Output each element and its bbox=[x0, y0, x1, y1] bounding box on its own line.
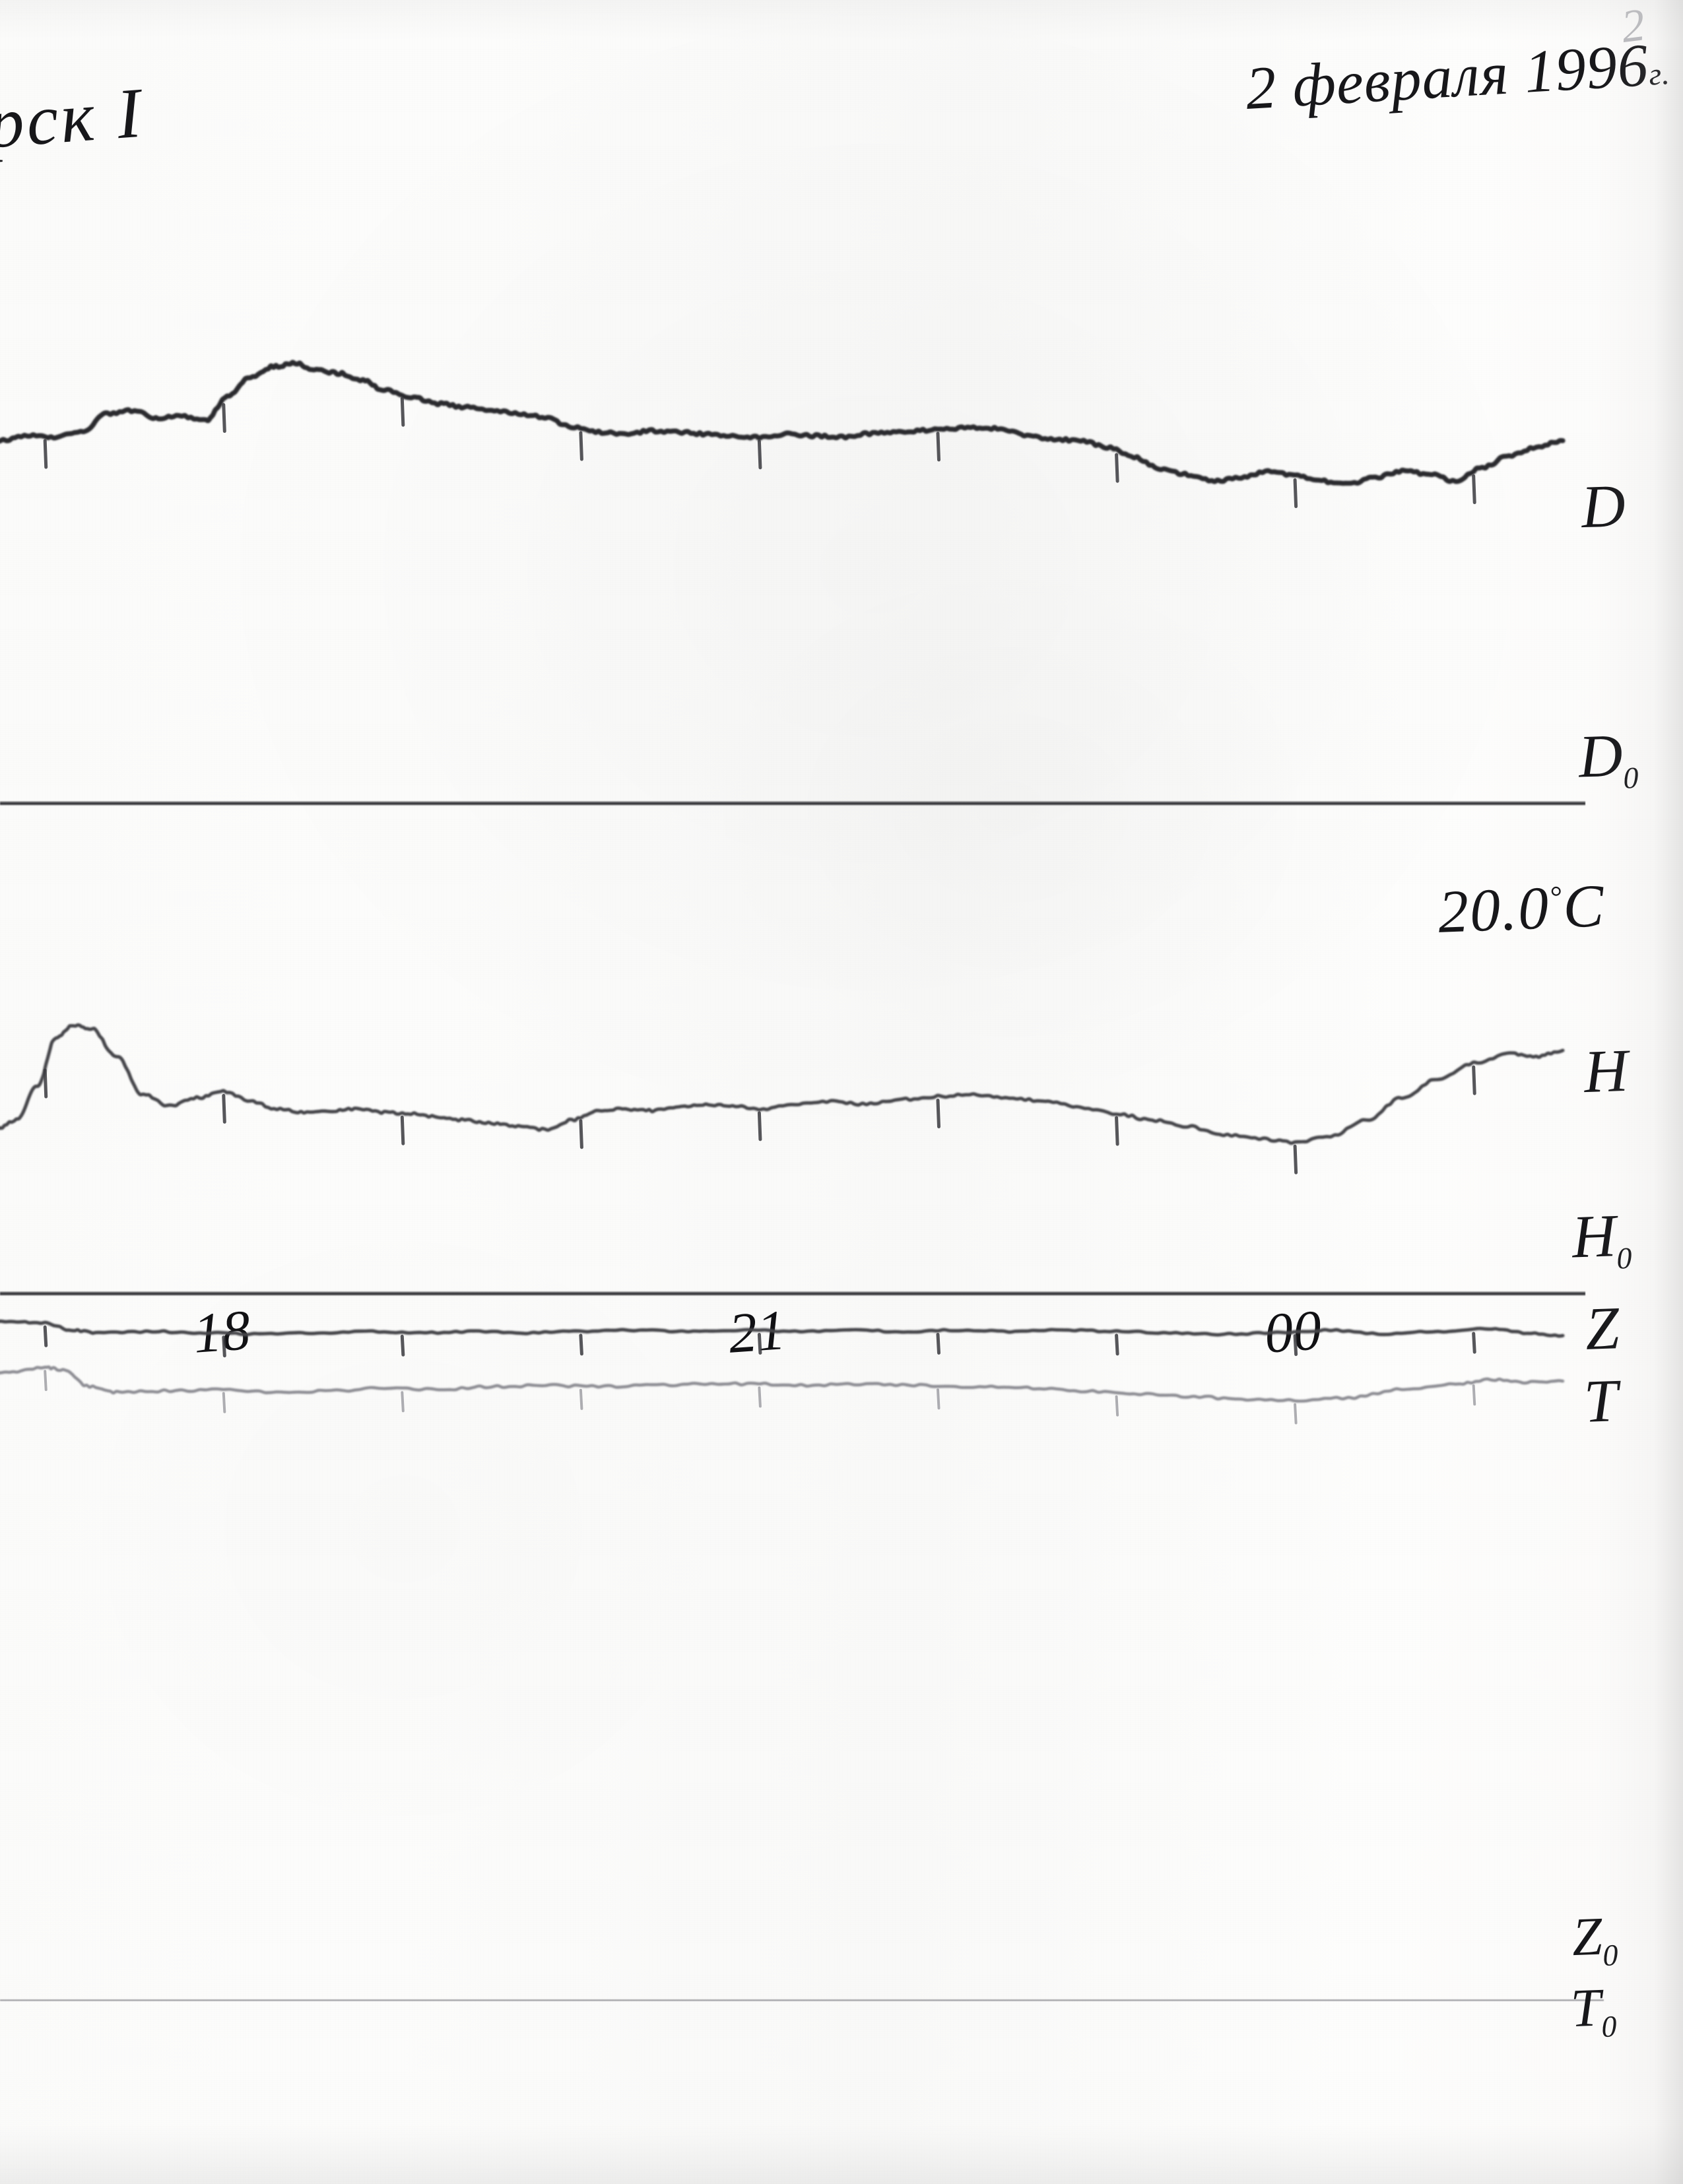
hour-tick-t-25 bbox=[1472, 1384, 1476, 1406]
hour-tick-t-24 bbox=[1294, 1403, 1298, 1425]
hour-tick-d-19 bbox=[400, 397, 405, 427]
temperature-annotation: 20.0°C bbox=[1437, 872, 1606, 946]
hour-tick-d-20 bbox=[579, 431, 583, 461]
hour-tick-h-24 bbox=[1293, 1144, 1298, 1174]
hour-tick-h-22 bbox=[936, 1099, 940, 1129]
hour-tick-d-24 bbox=[1293, 478, 1298, 508]
trace-path-t bbox=[0, 1365, 1565, 1403]
hour-tick-t-23 bbox=[1115, 1395, 1119, 1417]
hour-tick-d-22 bbox=[936, 432, 940, 462]
hour-tick-h-18 bbox=[222, 1093, 226, 1124]
baseline-z0-t0 bbox=[0, 1999, 1604, 2001]
station-title: рск I bbox=[0, 73, 147, 164]
hour-tick-h-19 bbox=[400, 1115, 405, 1145]
hour-tick-z-22 bbox=[936, 1333, 940, 1355]
trace-label-z0: Z0 bbox=[1571, 1906, 1619, 1972]
trace-label-t: T bbox=[1583, 1366, 1619, 1435]
baseline-h0 bbox=[0, 1291, 1585, 1296]
hour-tick-t-22 bbox=[937, 1388, 940, 1410]
baseline-d0 bbox=[0, 801, 1585, 806]
hour-tick-h-20 bbox=[579, 1119, 583, 1149]
hour-fiducial-ticks bbox=[43, 397, 1476, 1425]
trace-d bbox=[0, 360, 1566, 486]
hour-tick-t-20 bbox=[579, 1388, 583, 1410]
hour-tick-d-23 bbox=[1115, 453, 1119, 483]
hour-tick-d-25 bbox=[1472, 474, 1476, 504]
hour-tick-d-21 bbox=[757, 439, 762, 470]
hour-tick-z-25 bbox=[1472, 1332, 1476, 1354]
hour-tick-z-17 bbox=[43, 1325, 48, 1347]
trace-label-d: D bbox=[1580, 471, 1627, 541]
scan-edge-shadow-bottom bbox=[0, 2125, 1683, 2184]
trace-t bbox=[0, 1365, 1565, 1403]
time-tick-label-21: 21 bbox=[727, 1298, 788, 1365]
scan-edge-shadow-top bbox=[0, 0, 1683, 40]
trace-label-t0: T0 bbox=[1569, 1977, 1618, 2043]
hour-tick-t-19 bbox=[401, 1391, 405, 1413]
hour-tick-h-21 bbox=[757, 1111, 762, 1141]
time-tick-label-00: 00 bbox=[1262, 1298, 1324, 1365]
date-label: 2 февраля 1996г. bbox=[1243, 30, 1671, 122]
hour-tick-d-18 bbox=[222, 403, 226, 433]
hour-tick-d-17 bbox=[43, 439, 48, 469]
hour-tick-t-21 bbox=[758, 1386, 762, 1408]
time-tick-label-18: 18 bbox=[191, 1298, 253, 1365]
trace-label-d0: D0 bbox=[1577, 721, 1639, 795]
hour-tick-z-20 bbox=[579, 1333, 583, 1356]
hour-tick-h-23 bbox=[1115, 1116, 1119, 1146]
hour-tick-z-23 bbox=[1115, 1333, 1119, 1356]
hour-tick-t-17 bbox=[44, 1370, 48, 1392]
trace-label-z: Z bbox=[1584, 1294, 1620, 1363]
trace-path-d bbox=[0, 360, 1566, 486]
trace-label-h: H bbox=[1583, 1036, 1630, 1106]
hour-tick-h-17 bbox=[43, 1068, 48, 1099]
hour-tick-t-18 bbox=[222, 1392, 226, 1413]
hour-tick-h-25 bbox=[1472, 1065, 1476, 1095]
hour-tick-z-19 bbox=[400, 1334, 405, 1357]
trace-label-h0: H0 bbox=[1571, 1202, 1633, 1275]
trace-h bbox=[0, 1023, 1565, 1145]
trace-path-h bbox=[0, 1023, 1565, 1145]
